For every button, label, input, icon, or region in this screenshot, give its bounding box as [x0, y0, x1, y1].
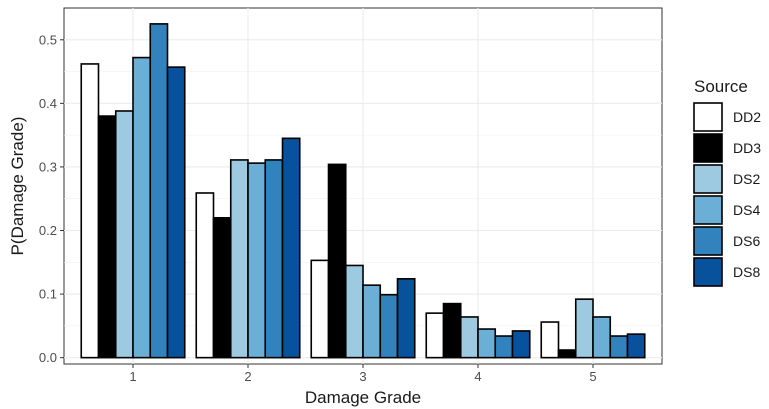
legend-swatch-ds2	[693, 164, 723, 194]
x-axis-title: Damage Grade	[305, 388, 421, 407]
bar-dd2-grade-4	[425, 312, 445, 359]
bar-ds8-grade-1	[166, 66, 186, 359]
legend: Source DD2 DD3 DS2 DS4 DS6 DS8	[693, 77, 761, 287]
bar-ds4-grade-5	[592, 316, 612, 359]
bar-ds6-grade-3	[379, 293, 399, 359]
bar-dd3-grade-1	[97, 115, 117, 359]
legend-swatch-dd2	[693, 102, 723, 132]
bar-ds4-grade-2	[247, 162, 267, 359]
y-tick-label: 0.5	[39, 32, 57, 47]
bar-dd2-grade-5	[540, 321, 560, 359]
bar-ds2-grade-2	[229, 159, 249, 359]
y-tick-label: 0.3	[39, 159, 57, 174]
bar-dd3-grade-5	[557, 349, 577, 359]
y-axis-title: P(Damage Grade)	[8, 117, 27, 256]
bar-ds2-grade-4	[459, 316, 479, 359]
y-tick-label: 0.2	[39, 223, 57, 238]
legend-items: DD2 DD3 DS2 DS4 DS6 DS8	[693, 102, 761, 287]
y-axis-ticks: 0.0 0.1 0.2 0.3 0.4 0.5	[39, 32, 64, 365]
bar-ds6-grade-4	[494, 335, 514, 359]
bar-ds8-grade-5	[626, 333, 646, 359]
bar-ds4-grade-3	[362, 284, 382, 359]
y-tick-label: 0.1	[39, 287, 57, 302]
bar-ds6-grade-1	[149, 23, 169, 359]
bar-dd3-grade-2	[212, 216, 232, 359]
bar-dd2-grade-1	[80, 63, 100, 359]
bar-ds4-grade-1	[132, 56, 152, 359]
bar-dd3-grade-3	[327, 163, 347, 359]
legend-label-dd2: DD2	[733, 109, 761, 125]
x-tick-label: 2	[244, 369, 251, 384]
x-tick-label: 3	[359, 369, 366, 384]
bar-ds2-grade-3	[344, 264, 364, 359]
legend-label-ds6: DS6	[733, 233, 760, 249]
bar-dd2-grade-3	[310, 259, 330, 359]
y-tick-label: 0.4	[39, 96, 57, 111]
bar-ds6-grade-5	[609, 335, 629, 359]
bar-ds8-grade-3	[396, 278, 416, 359]
legend-swatch-ds6	[693, 226, 723, 256]
bar-ds2-grade-5	[574, 298, 594, 359]
bar-ds2-grade-1	[114, 110, 134, 359]
bar-ds8-grade-2	[281, 137, 301, 359]
x-tick-label: 1	[129, 369, 136, 384]
x-tick-label: 5	[589, 369, 596, 384]
legend-label-ds8: DS8	[733, 264, 760, 280]
bar-dd2-grade-2	[195, 192, 215, 359]
bar-ds6-grade-2	[264, 159, 284, 359]
legend-swatch-dd3	[693, 133, 723, 163]
x-tick-label: 4	[474, 369, 481, 384]
bar-ds4-grade-4	[477, 328, 497, 359]
legend-label-ds4: DS4	[733, 202, 760, 218]
bars	[80, 23, 646, 359]
x-axis-ticks: 1 2 3 4 5	[129, 364, 597, 384]
y-tick-label: 0.0	[39, 350, 57, 365]
bar-dd3-grade-4	[442, 302, 462, 359]
bar-ds8-grade-4	[511, 330, 531, 359]
legend-swatch-ds8	[693, 257, 723, 287]
legend-label-ds2: DS2	[733, 171, 760, 187]
legend-title: Source	[694, 77, 748, 96]
legend-swatch-ds4	[693, 195, 723, 225]
legend-label-dd3: DD3	[733, 140, 761, 156]
